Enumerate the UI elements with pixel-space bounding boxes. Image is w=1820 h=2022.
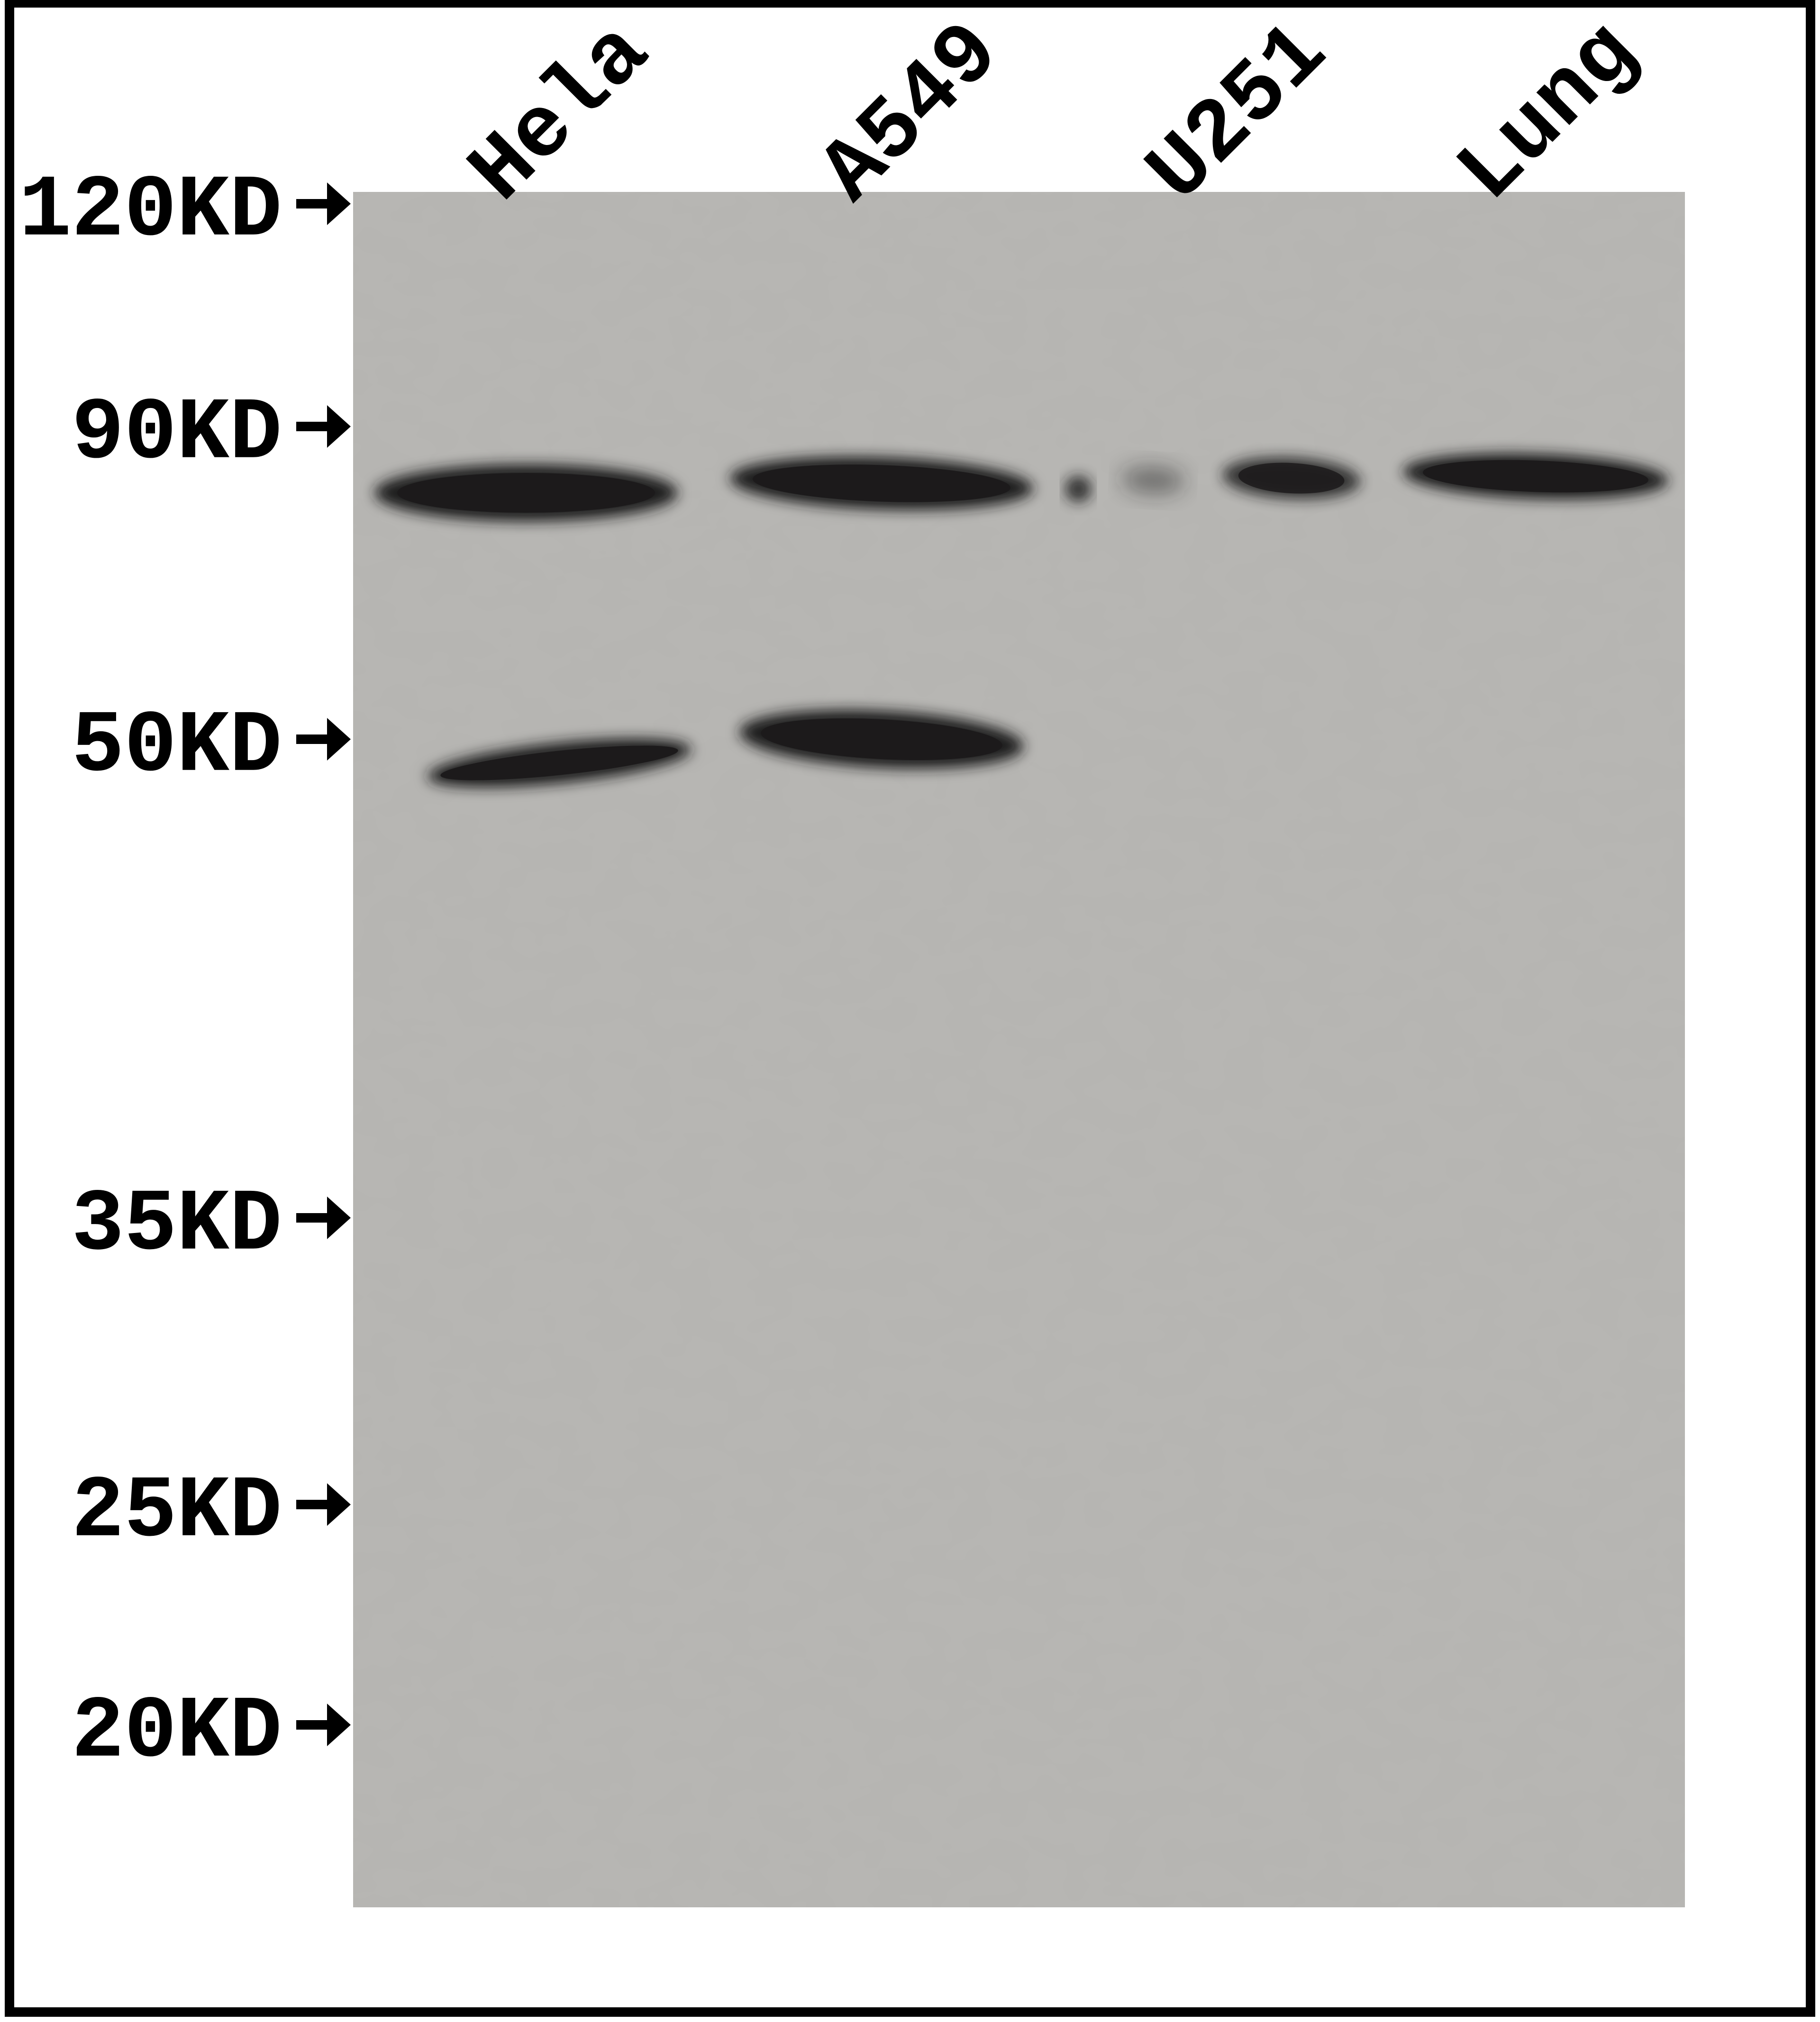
membrane-noise	[353, 192, 1685, 1907]
marker-label: 20KD	[72, 1683, 282, 1782]
blot-svg: 120KD90KD50KD35KD25KD20KDHelaA549U251Lun…	[0, 0, 1820, 2022]
marker-label: 90KD	[72, 384, 282, 484]
figure-canvas: 120KD90KD50KD35KD25KD20KDHelaA549U251Lun…	[0, 0, 1820, 2022]
marker-label: 25KD	[72, 1462, 282, 1562]
marker-label: 35KD	[72, 1176, 282, 1275]
smudge	[1065, 476, 1092, 502]
band	[374, 464, 678, 521]
marker-label: 120KD	[19, 162, 282, 261]
marker-label: 50KD	[72, 697, 282, 797]
